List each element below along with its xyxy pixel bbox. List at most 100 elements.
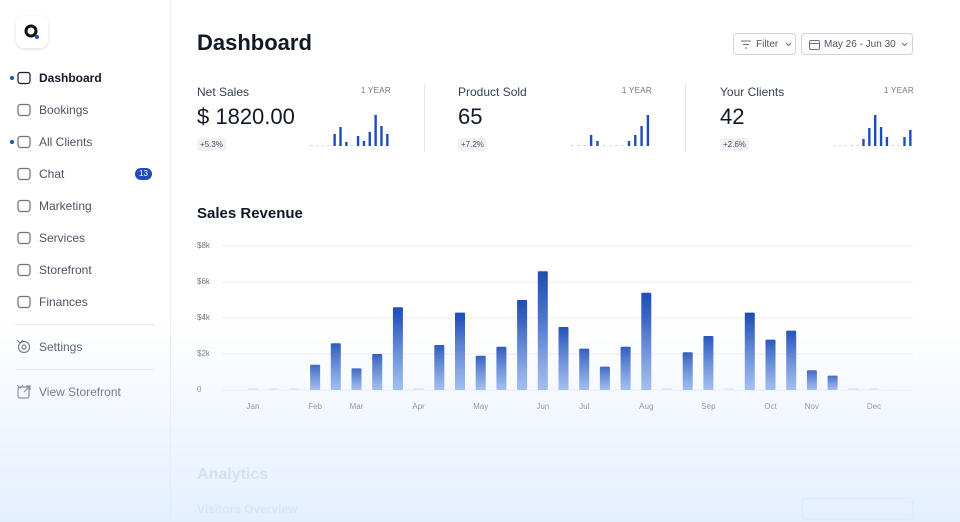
nav-item[interactable]: View Storefront — [0, 380, 170, 404]
sparkline — [833, 115, 912, 146]
spark-bar — [868, 128, 871, 146]
nav-label: Settings — [39, 340, 83, 354]
active-dot — [10, 76, 14, 80]
sparkline — [310, 115, 389, 146]
icon — [17, 167, 31, 181]
nav-label: Finances — [39, 295, 88, 309]
bar — [372, 354, 383, 390]
spark-bar — [903, 137, 906, 146]
bar — [248, 388, 258, 390]
badge: 13 — [135, 168, 152, 180]
icon-shape — [17, 71, 31, 85]
spark-bar — [577, 145, 580, 146]
bar — [537, 271, 548, 390]
bar — [558, 327, 569, 390]
x-tick-label: Jun — [536, 402, 549, 411]
bar — [724, 388, 735, 390]
spark-bar — [345, 142, 348, 146]
bar — [682, 352, 693, 390]
nav-label: View Storefront — [39, 385, 121, 399]
stat-change: +7.2% — [458, 138, 487, 151]
spark-bar — [368, 132, 371, 146]
nav-item[interactable]: Storefront — [0, 258, 170, 282]
bar — [455, 312, 465, 390]
logo[interactable] — [16, 16, 48, 48]
icon — [17, 231, 31, 245]
spark-bar — [602, 145, 605, 146]
stat-card: Your Clients 1 YEAR 42 +2.6% — [720, 80, 914, 152]
icon — [17, 199, 31, 213]
spark-bar — [844, 145, 848, 146]
stat-value: $ 1820.00 — [197, 104, 295, 129]
nav-label: Dashboard — [39, 71, 102, 85]
nav-item[interactable]: Services — [0, 226, 170, 250]
divider — [424, 84, 425, 152]
nav-label: Services — [39, 231, 86, 245]
spark-bar — [838, 145, 842, 146]
spark-bar — [621, 145, 624, 146]
spark-bar — [321, 145, 325, 146]
x-tick-label: Jan — [247, 402, 260, 411]
page-title: Dashboard — [197, 30, 312, 55]
nav-label: Chat — [39, 167, 65, 181]
chart: 0 $2k $4k $6k $8k Jan Feb Mar Apr May Jun Jul Aug Sep… — [197, 241, 913, 411]
y-tick-label: $2k — [197, 349, 211, 358]
stat-card: Product Sold 1 YEAR 65 +7.2% — [458, 80, 652, 152]
spark-bar — [634, 135, 637, 146]
bar — [765, 339, 776, 390]
icon — [17, 103, 31, 117]
spark-bar — [356, 136, 360, 146]
bar — [869, 388, 879, 390]
nav-item[interactable]: Dashboard — [0, 66, 170, 90]
stat-value: 42 — [720, 104, 745, 129]
nav-item[interactable]: Chat 13 — [0, 162, 170, 186]
button-label: Filter — [756, 39, 779, 50]
spark-bar — [571, 145, 574, 146]
divider — [685, 84, 686, 152]
chevron — [16, 339, 24, 344]
spark-bar — [596, 141, 599, 146]
bar — [475, 355, 486, 390]
bar — [289, 388, 300, 390]
stat-card: Net Sales 1 YEAR $ 1820.00 +5.3% — [197, 80, 391, 152]
spark-bar — [339, 127, 342, 146]
chevron — [785, 42, 792, 47]
spark-bar — [615, 145, 618, 146]
nav-item[interactable]: Bookings — [0, 98, 170, 122]
x-tick-label: Sep — [701, 402, 716, 411]
button-label: May 26 - Jun 30 — [824, 39, 896, 50]
nav-item[interactable]: Finances — [0, 290, 170, 314]
x-tick-label: Nov — [805, 402, 819, 411]
chevron — [901, 42, 908, 47]
spark-bar — [833, 145, 836, 146]
nav-label: Storefront — [39, 263, 92, 277]
bar — [268, 388, 279, 390]
section-subtitle: Visitors Overview — [197, 502, 298, 516]
nav-item[interactable]: Marketing — [0, 194, 170, 218]
spark-bar — [856, 145, 859, 146]
bar — [434, 345, 445, 390]
date-range-button[interactable]: May 26 - Jun 30 — [801, 33, 913, 55]
spark-bar — [380, 126, 383, 146]
spark-bar — [879, 127, 883, 146]
icon-shape — [17, 167, 31, 181]
nav-item[interactable]: Settings — [0, 335, 170, 359]
chart-title: Sales Revenue — [197, 205, 303, 222]
spark-bar — [897, 145, 900, 146]
spark-bar — [315, 145, 319, 146]
stat-change: +2.6% — [720, 138, 749, 151]
nav-item[interactable]: All Clients — [0, 130, 170, 154]
icon — [17, 71, 31, 85]
spark-bar — [640, 126, 643, 146]
bar — [517, 300, 528, 390]
nav-label: Bookings — [39, 103, 89, 117]
filter-button[interactable]: Filter — [733, 33, 796, 55]
stat-label: Net Sales — [197, 85, 250, 99]
bar — [744, 312, 755, 390]
date-range-button[interactable] — [802, 498, 913, 520]
bar — [413, 388, 424, 390]
icon-shape — [17, 135, 31, 149]
x-tick-label: Mar — [350, 402, 364, 411]
x-tick-label: Apr — [412, 402, 425, 411]
